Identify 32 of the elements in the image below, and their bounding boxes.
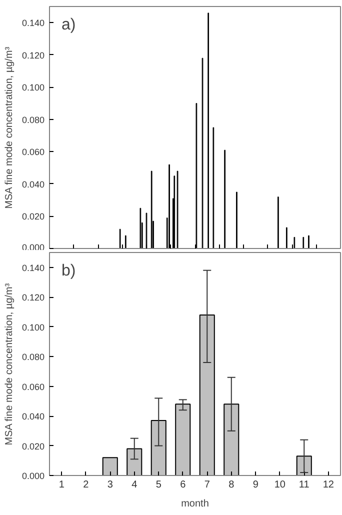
- y-tick-label: 0.140: [22, 262, 45, 273]
- x-tick-label: 12: [322, 480, 334, 490]
- x-tick-label: 5: [156, 480, 162, 490]
- x-tick-label: 9: [252, 480, 259, 490]
- x-tick-label: 11: [298, 480, 310, 490]
- y-tick-label: 0.120: [22, 292, 45, 303]
- x-tick-label: 2: [83, 480, 90, 490]
- y-tick-label: 0.100: [22, 82, 45, 93]
- x-tick-label: 3: [107, 480, 114, 490]
- x-tick-label: 8: [228, 480, 235, 490]
- y-tick-label: 0.100: [22, 322, 45, 332]
- y-tick-label: 0.060: [22, 382, 45, 392]
- x-tick-label: 7: [204, 480, 210, 490]
- y-axis-title: MSA fine mode concentration, µg/m³: [4, 282, 15, 446]
- y-tick-label: 0.080: [22, 352, 45, 362]
- y-tick-label: 0.040: [22, 179, 45, 190]
- y-tick-label: 0.020: [22, 212, 45, 222]
- annotation: b): [62, 262, 76, 280]
- y-tick-label: 0.020: [22, 441, 45, 452]
- y-tick-label: 0.060: [22, 147, 45, 158]
- x-tick-label: 6: [180, 480, 186, 490]
- x-tick-label: 10: [274, 480, 286, 490]
- y-tick-label: 0.040: [22, 412, 45, 422]
- y-tick-label: 0.080: [22, 114, 45, 125]
- annotation: a): [62, 16, 76, 34]
- y-tick-label: 0.000: [22, 471, 45, 481]
- x-axis-title: month: [181, 498, 209, 510]
- y-axis-title: MSA fine mode concentration, µg/m³: [4, 46, 15, 209]
- y-tick-label: 0.140: [22, 18, 45, 28]
- x-tick-label: 1: [58, 480, 65, 490]
- x-tick-label: 4: [132, 480, 138, 490]
- y-tick-label: 0.120: [22, 50, 45, 60]
